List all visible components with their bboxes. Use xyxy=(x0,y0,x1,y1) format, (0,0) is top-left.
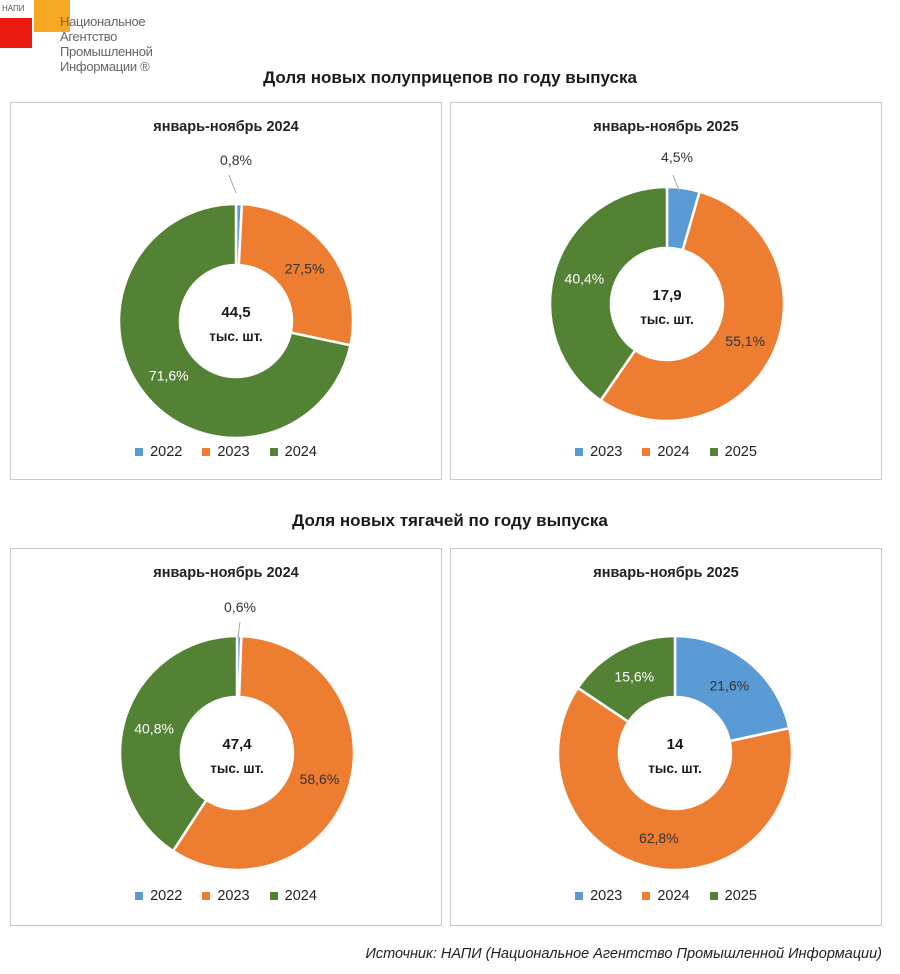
legend-swatch xyxy=(269,892,278,900)
legend-item: 2024 xyxy=(269,888,317,904)
section-title-semitrailers: Доля новых полуприцепов по году выпуска xyxy=(263,68,637,87)
legend-swatch xyxy=(575,448,584,456)
legend-swatch xyxy=(642,892,651,900)
slice-value-label: 0,8% xyxy=(220,152,252,168)
slice-value-label: 55,1% xyxy=(725,333,765,349)
logo-name-line: Информации ® xyxy=(60,59,150,74)
slice-value-label: 0,6% xyxy=(224,599,256,615)
legend-swatch xyxy=(135,448,144,456)
legend-swatch xyxy=(575,892,584,900)
donut-chart: 4,5% 55,1% 40,4% 17,9 тыс. шт. xyxy=(548,149,786,423)
legend-swatch xyxy=(202,892,211,900)
logo-name-line: Промышленной xyxy=(60,44,153,59)
center-total-value: 47,4 xyxy=(222,736,252,753)
slice-value-label: 40,4% xyxy=(565,270,605,286)
legend-label: 2024 xyxy=(284,444,317,460)
legend-label: 2024 xyxy=(284,888,317,904)
donut-slice-2024 xyxy=(117,202,352,440)
legend-item: 2023 xyxy=(575,444,622,460)
legend-label: 2025 xyxy=(724,444,757,460)
donut-slice-2023 xyxy=(237,202,355,347)
legend-label: 2024 xyxy=(657,888,690,904)
chart-legend: 2023 2024 2025 xyxy=(451,888,881,904)
logo-abbr: НАПИ xyxy=(2,4,25,13)
legend-label: 2023 xyxy=(217,444,250,460)
center-total-value: 44,5 xyxy=(221,304,250,321)
logo-name-line: Агентство xyxy=(60,29,118,44)
donut-slice-2024 xyxy=(118,634,239,853)
legend-label: 2022 xyxy=(150,444,183,460)
slice-value-label: 15,6% xyxy=(614,669,654,685)
legend-item: 2023 xyxy=(202,444,250,460)
chart-panel: январь-ноябрь 2025 21,6% 62,8% 15,6% 14 тыс. … xyxy=(450,548,882,926)
legend-item: 2023 xyxy=(575,888,622,904)
donut-slice-2023 xyxy=(673,634,791,743)
legend-swatch xyxy=(269,448,278,456)
chart-legend: 2022 2023 2024 xyxy=(11,888,441,904)
chart-title: январь-ноябрь 2024 xyxy=(153,119,299,135)
slice-value-label: 71,6% xyxy=(149,367,189,383)
logo-red-square xyxy=(0,18,32,48)
donut-slice-2024 xyxy=(556,686,794,872)
legend-swatch xyxy=(709,892,718,900)
legend-item: 2024 xyxy=(642,888,690,904)
chart-panel: январь-ноябрь 2024 0,6% 58,6% 40,8% 47,4 тыс.… xyxy=(10,548,442,926)
center-total-unit: тыс. шт. xyxy=(640,312,694,327)
donut-chart: 21,6% 62,8% 15,6% 14 тыс. шт. xyxy=(556,634,794,872)
legend-label: 2025 xyxy=(724,888,757,904)
legend-label: 2024 xyxy=(657,444,690,460)
legend-item: 2024 xyxy=(269,444,317,460)
donut-chart: 0,8% 27,5% 71,6% 44,5 тыс. шт. xyxy=(117,152,355,440)
donut-chart: 0,6% 58,6% 40,8% 47,4 тыс. шт. xyxy=(118,599,356,872)
slice-value-label: 21,6% xyxy=(709,678,749,694)
legend-label: 2023 xyxy=(590,444,623,460)
legend-label: 2022 xyxy=(150,888,183,904)
chart-legend: 2022 2023 2024 xyxy=(11,444,441,460)
donut-slice-2025 xyxy=(576,634,677,724)
chart-title: январь-ноябрь 2025 xyxy=(593,565,739,581)
center-total-unit: тыс. шт. xyxy=(209,329,263,344)
source-note: Источник: НАПИ (Национальное Агентство П… xyxy=(365,946,883,962)
legend-item: 2025 xyxy=(709,888,757,904)
center-total-value: 14 xyxy=(667,736,684,753)
center-total-value: 17,9 xyxy=(652,287,681,304)
legend-swatch xyxy=(642,448,651,456)
donut-slice-2025 xyxy=(548,185,669,403)
legend-item: 2025 xyxy=(709,444,757,460)
legend-item: 2023 xyxy=(202,888,250,904)
section-title-tractors: Доля новых тягачей по году выпуска xyxy=(292,511,608,530)
legend-swatch xyxy=(135,892,144,900)
donut-slice-2024 xyxy=(598,190,786,423)
logo-name-line: Национальное xyxy=(60,14,146,29)
slice-value-label: 58,6% xyxy=(300,771,340,787)
chart-title: январь-ноябрь 2024 xyxy=(153,565,299,581)
chart-panel: январь-ноябрь 2024 0,8% 27,5% 71,6% 44,5 тыс.… xyxy=(10,102,442,480)
legend-label: 2023 xyxy=(217,888,250,904)
slice-value-label: 40,8% xyxy=(134,720,174,736)
legend-item: 2022 xyxy=(135,888,182,904)
legend-swatch xyxy=(202,448,211,456)
slice-value-label: 27,5% xyxy=(285,260,325,276)
leader-line xyxy=(237,621,241,639)
chart-panel: январь-ноябрь 2025 4,5% 55,1% 40,4% 17,9 тыс.… xyxy=(450,102,882,480)
napi-logo: НАПИ Национальное Агентство Промышленной… xyxy=(0,0,160,90)
leader-line xyxy=(672,174,681,194)
center-total-unit: тыс. шт. xyxy=(648,761,702,776)
leader-line xyxy=(228,174,237,194)
donut-slice-2023 xyxy=(171,634,356,872)
logo-name: Национальное Агентство Промышленной Инфо… xyxy=(60,14,153,74)
legend-label: 2023 xyxy=(590,888,623,904)
slice-value-label: 62,8% xyxy=(639,830,679,846)
chart-title: январь-ноябрь 2025 xyxy=(593,119,739,135)
legend-item: 2022 xyxy=(135,444,182,460)
center-total-unit: тыс. шт. xyxy=(210,761,264,776)
chart-legend: 2023 2024 2025 xyxy=(451,444,881,460)
slice-value-label: 4,5% xyxy=(661,149,693,165)
legend-item: 2024 xyxy=(642,444,690,460)
logo-orange-square xyxy=(34,0,70,32)
legend-swatch xyxy=(709,448,718,456)
